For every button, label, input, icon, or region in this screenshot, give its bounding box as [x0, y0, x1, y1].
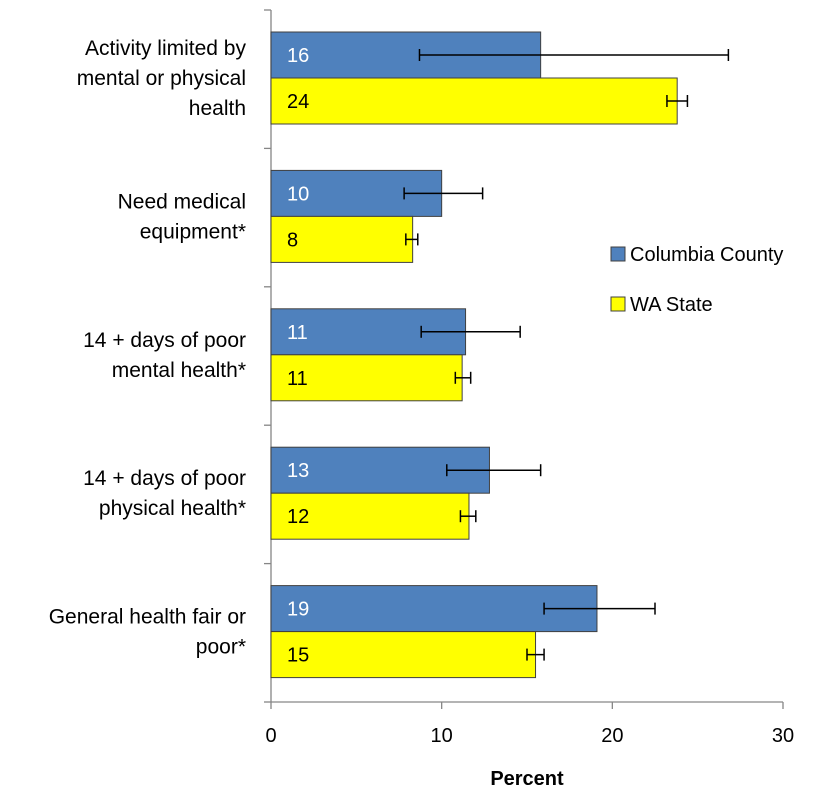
error-bars	[403, 49, 730, 661]
data-label: 12	[287, 506, 309, 528]
bar-wa-state	[270, 354, 463, 402]
legend: Columbia County WA State	[610, 244, 783, 316]
legend-swatch	[610, 296, 626, 312]
bars	[270, 31, 678, 679]
category-label: General health fair or poor*	[49, 606, 246, 659]
x-tick-label: 0	[265, 725, 276, 747]
category-labels: Activity limited by mental or physical hea…	[49, 37, 247, 659]
error-bar	[420, 325, 521, 338]
data-label: 11	[287, 322, 308, 344]
error-bar	[403, 187, 484, 200]
bar-wa-state	[270, 77, 678, 125]
data-label: 19	[287, 599, 309, 621]
data-label: 10	[287, 183, 309, 205]
error-bar	[446, 464, 542, 477]
category-label: Activity limited by mental or physical hea…	[77, 37, 247, 120]
error-bar	[454, 371, 472, 384]
error-bar	[418, 49, 730, 61]
legend-label: Columbia County	[630, 244, 783, 266]
x-tick-label: 20	[601, 725, 623, 747]
error-bar	[459, 510, 477, 523]
data-label: 15	[287, 645, 309, 667]
error-bar	[666, 95, 689, 107]
legend-item-wa-state: WA State	[610, 294, 713, 316]
error-bar	[543, 602, 656, 615]
data-label: 13	[287, 460, 309, 482]
x-tick-label: 30	[772, 725, 794, 747]
error-bar	[526, 648, 545, 661]
legend-label: WA State	[630, 294, 713, 316]
x-tick-labels: 0 10 20 30	[265, 725, 794, 747]
x-axis-title: Percent	[490, 768, 564, 790]
data-label: 8	[287, 229, 298, 251]
category-label: 14 + days of poor mental health*	[83, 329, 246, 382]
error-bar	[405, 233, 419, 246]
legend-item-columbia-county: Columbia County	[610, 244, 783, 266]
legend-swatch	[610, 246, 626, 262]
x-tick-label: 10	[431, 725, 453, 747]
bar-wa-state	[270, 215, 414, 263]
category-label: Need medical equipment*	[118, 190, 246, 243]
data-labels: 16 10 11 13 19 24 8 11 12 15	[287, 45, 309, 667]
data-label: 16	[287, 45, 309, 67]
data-label: 24	[287, 91, 309, 113]
category-label: 14 + days of poor physical health*	[83, 467, 246, 520]
bar-wa-state	[270, 631, 537, 679]
data-label: 11	[287, 368, 308, 390]
